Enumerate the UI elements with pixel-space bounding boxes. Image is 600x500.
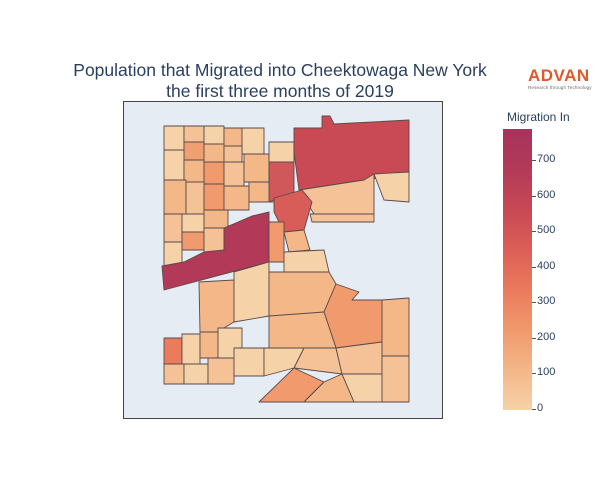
colorbar-tick-0: 0 (537, 402, 544, 414)
colorbar-tickmark (532, 160, 536, 161)
colorbar-tick-400: 400 (537, 260, 556, 272)
census-tract (268, 141, 295, 163)
colorbar-tickmark (532, 409, 536, 410)
census-tract (198, 279, 235, 335)
colorbar-tickmark (532, 338, 536, 339)
census-tract (185, 181, 205, 215)
census-tract (163, 363, 185, 385)
colorbar-tick-100: 100 (537, 366, 556, 378)
census-tract (203, 183, 225, 211)
colorbar-tickmark (532, 196, 536, 197)
census-tract (163, 125, 185, 151)
logo-tagline: Research through Technology (528, 85, 592, 90)
census-tract (283, 229, 311, 253)
colorbar-tick-200: 200 (537, 331, 556, 343)
census-tract (203, 227, 225, 253)
colorbar-tick-600: 600 (537, 189, 556, 201)
choropleth-map[interactable] (124, 102, 442, 418)
census-tract (203, 209, 229, 229)
census-tract (163, 179, 187, 215)
advan-logo: ADVAN Research through Technology (528, 66, 598, 90)
census-tract (381, 297, 410, 357)
census-tract (241, 127, 265, 155)
census-tract (283, 249, 330, 273)
colorbar-tick-300: 300 (537, 295, 556, 307)
census-tract (268, 311, 337, 349)
census-tract (183, 159, 205, 183)
census-tract (183, 141, 205, 161)
census-tract (223, 185, 250, 211)
census-tract (163, 149, 185, 181)
census-tract (233, 261, 270, 323)
census-tract (183, 363, 209, 385)
colorbar-tick-700: 700 (537, 153, 556, 165)
census-tract (183, 125, 205, 143)
census-tract (181, 213, 205, 233)
census-tract (199, 331, 219, 359)
census-tract (243, 153, 270, 183)
colorbar-tickmark (532, 373, 536, 374)
colorbar-tickmark (532, 302, 536, 303)
census-tract (298, 173, 375, 215)
census-tract (203, 125, 225, 145)
census-tract (161, 211, 270, 291)
census-tract (233, 347, 265, 377)
census-tract (203, 143, 225, 163)
map-plot-area[interactable] (123, 101, 443, 419)
logo-wordmark: ADVAN (528, 66, 590, 85)
census-tract (223, 161, 245, 187)
census-tract (163, 337, 183, 365)
census-tract (268, 221, 285, 263)
chart-title-line-1: Population that Migrated into Cheektowag… (73, 60, 487, 80)
colorbar-tick-500: 500 (537, 224, 556, 236)
census-tract (203, 161, 225, 185)
census-tract (335, 341, 383, 375)
census-tract (381, 355, 410, 403)
census-tract (163, 213, 183, 243)
census-tract (207, 357, 235, 385)
colorbar-tickmark (532, 231, 536, 232)
census-tract (223, 127, 243, 147)
census-tract (309, 213, 375, 223)
census-tract (223, 145, 243, 163)
colorbar-title: Migration In (507, 110, 570, 124)
census-tract (181, 333, 201, 365)
chart-title-line-2: the first three months of 2019 (166, 81, 394, 101)
colorbar-tickmark (532, 267, 536, 268)
colorbar-gradient (503, 129, 532, 410)
census-tract (181, 231, 205, 251)
census-tract (373, 171, 410, 203)
